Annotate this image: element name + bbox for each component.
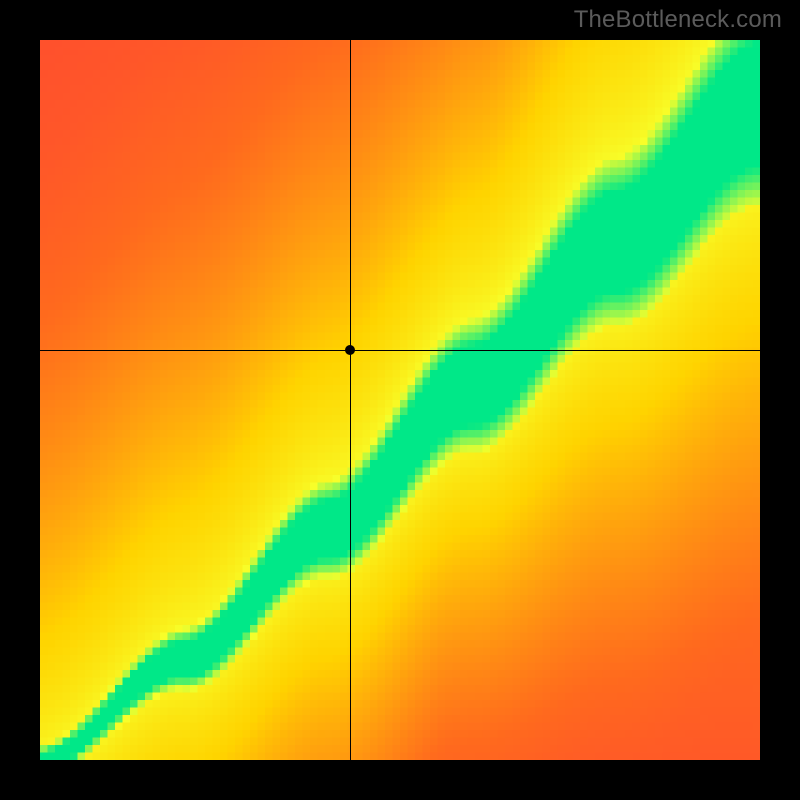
crosshair-marker	[345, 345, 355, 355]
watermark-text: TheBottleneck.com	[574, 6, 782, 34]
crosshair-vertical	[350, 40, 351, 760]
chart-container: TheBottleneck.com	[0, 0, 800, 800]
bottleneck-heatmap	[40, 40, 760, 760]
crosshair-horizontal	[40, 350, 760, 351]
